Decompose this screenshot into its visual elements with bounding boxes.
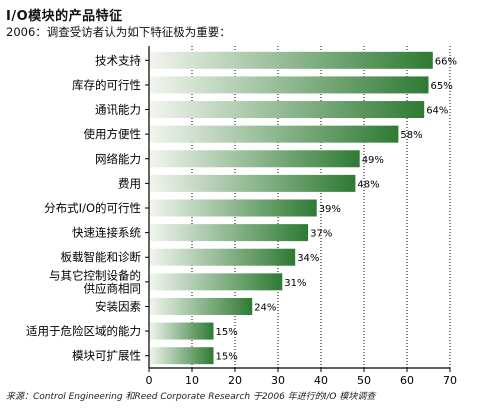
x-tick-label: 60 [400, 374, 414, 387]
bars [149, 51, 433, 365]
x-tick-label: 70 [443, 374, 457, 387]
chart-subtitle: 2006：调查受访者认为如下特征极为重要： [6, 25, 231, 39]
chart-title: I/O模块的产品特征 [6, 9, 123, 24]
x-tick-label: 10 [185, 374, 199, 387]
value-labels: 66% 65% 64% 58% 49% 48% 39% 37% 34% 31% 24% 15% 15% [216, 56, 458, 362]
value-label: 34% [297, 253, 319, 264]
category-label: 与其它控制设备的 [49, 268, 141, 282]
value-label: 15% [216, 352, 238, 363]
category-label: 技术支持 [95, 53, 141, 67]
category-label: 费用 [118, 176, 141, 190]
value-label: 65% [431, 81, 453, 92]
bar [149, 101, 425, 119]
bar [149, 297, 253, 315]
value-label: 15% [216, 327, 238, 338]
value-label: 64% [426, 106, 448, 117]
bar [149, 273, 283, 291]
x-tick-label: 40 [314, 374, 328, 387]
category-label: 安装因素 [95, 299, 141, 313]
category-label: 适用于危险区域的能力 [26, 324, 141, 338]
category-label: 板载智能和诊断 [61, 250, 142, 264]
category-label: 网络能力 [95, 152, 141, 166]
value-label: 37% [310, 229, 332, 240]
value-label: 39% [319, 204, 341, 215]
category-label: 快速连接系统 [72, 226, 141, 240]
value-label: 31% [284, 278, 306, 289]
bar [149, 150, 360, 168]
bar [149, 199, 317, 217]
x-tick-label: 20 [228, 374, 242, 387]
bar [149, 125, 399, 143]
source-footnote: 来源：Control Engineering 和Reed Corporate R… [6, 392, 376, 402]
category-label: 供应商相同 [84, 281, 142, 295]
category-label: 分布式I/O的可行性 [44, 201, 141, 215]
category-label: 使用方便性 [84, 127, 142, 141]
x-tick-label: 50 [357, 374, 371, 387]
bar [149, 248, 296, 266]
bar [149, 174, 356, 192]
category-label: 库存的可行性 [72, 78, 141, 92]
x-axis: 0 10 20 30 40 50 60 70 [145, 46, 457, 387]
category-label: 模块可扩展性 [72, 349, 141, 363]
value-label: 58% [400, 130, 422, 141]
value-label: 49% [362, 155, 384, 166]
category-labels: 技术支持库存的可行性通讯能力使用方便性网络能力费用分布式I/O的可行性快速连接系… [26, 53, 141, 362]
value-label: 24% [254, 302, 276, 313]
value-label: 48% [357, 179, 379, 190]
bar [149, 347, 214, 365]
bar [149, 224, 309, 242]
bar [149, 322, 214, 340]
bar [149, 76, 429, 94]
x-tick-label: 0 [146, 374, 153, 387]
x-tick-label: 30 [271, 374, 285, 387]
value-label: 66% [435, 56, 457, 67]
category-label: 通讯能力 [95, 103, 141, 117]
bar [149, 51, 433, 69]
bar-chart: 技术支持库存的可行性通讯能力使用方便性网络能力费用分布式I/O的可行性快速连接系… [26, 46, 458, 387]
